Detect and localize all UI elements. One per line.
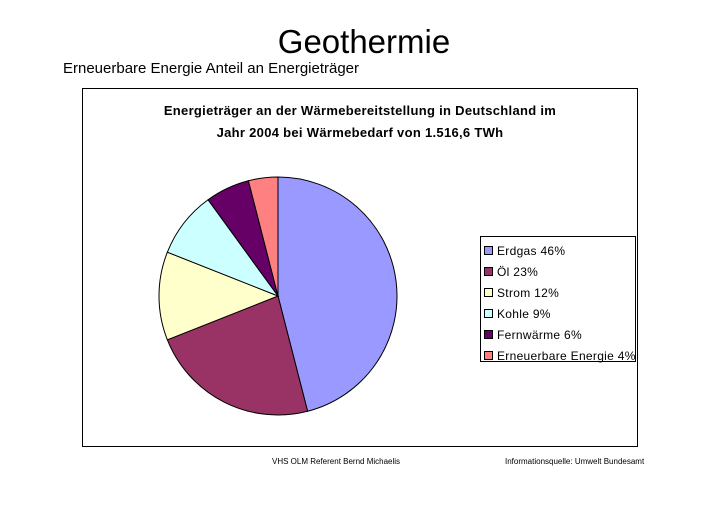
pie-slice-1 [166,295,309,416]
legend-swatch-3 [484,309,493,318]
legend-item-2: Strom 12% [484,282,635,303]
footer-source: Informationsquelle: Umwelt Bundesamt [505,457,645,466]
slide-title: Geothermie [277,23,451,60]
legend-label-4: Fernwärme 6% [497,327,582,342]
chart-title-line-2: Jahr 2004 bei Wärmebedarf von 1.516,6 TW… [216,125,504,140]
legend-label-5: Erneuerbare Energie 4% [497,348,636,363]
legend-item-3: Kohle 9% [484,303,635,324]
legend-swatch-1 [484,267,493,276]
legend-item-4: Fernwärme 6% [484,324,635,345]
legend-item-5: Erneuerbare Energie 4% [484,345,635,366]
legend-swatch-0 [484,246,493,255]
legend-item-1: Öl 23% [484,261,635,282]
chart-title-line-1: Energieträger an der Wärmebereitstellung… [163,103,557,118]
legend-swatch-2 [484,288,493,297]
legend-swatch-4 [484,330,493,339]
pie-slice-0 [277,176,398,412]
pie-slice-2 [158,251,280,341]
pie-chart [158,176,398,416]
legend-label-3: Kohle 9% [497,306,551,321]
pie-slice-5 [247,176,279,297]
legend-label-0: Erdgas 46% [497,243,566,258]
legend-label-2: Strom 12% [497,285,560,300]
slide-subtitle: Erneuerbare Energie Anteil an Energieträ… [63,60,360,77]
footer-author: VHS OLM Referent Bernd Michaelis [272,457,401,466]
legend-swatch-5 [484,351,493,360]
chart-title: Energieträger an der Wärmebereitstellung… [82,100,638,144]
chart-legend: Erdgas 46% Öl 23% Strom 12% Kohle 9% Fernwär… [480,236,636,363]
legend-label-1: Öl 23% [497,264,539,279]
legend-item-0: Erdgas 46% [484,240,635,261]
